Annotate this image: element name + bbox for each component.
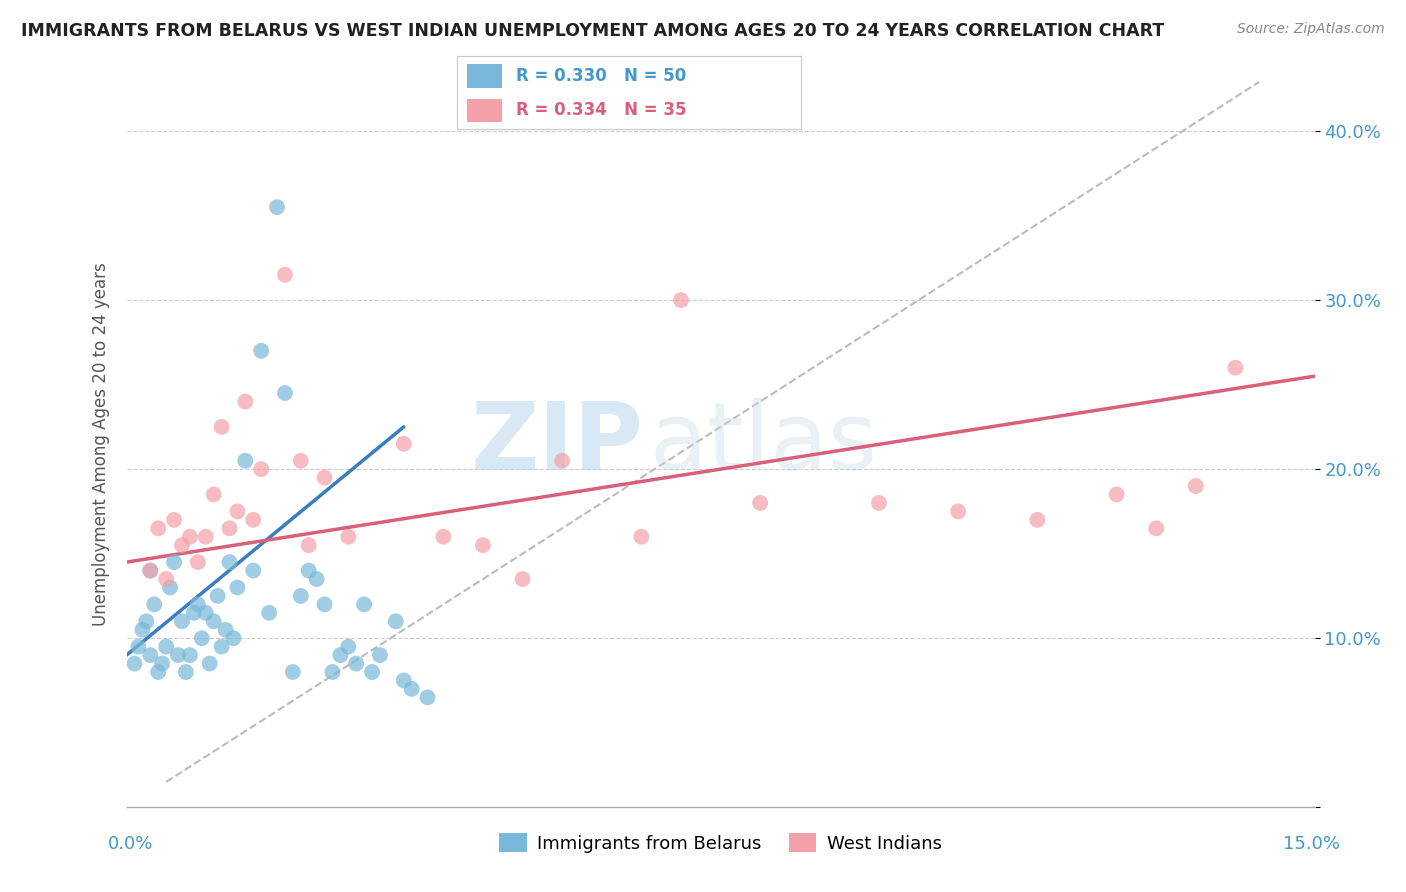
- Point: [749, 496, 772, 510]
- Point: [298, 538, 321, 552]
- Point: [155, 640, 177, 654]
- Point: [329, 648, 352, 662]
- Point: [218, 555, 240, 569]
- Point: [392, 436, 415, 450]
- Y-axis label: Unemployment Among Ages 20 to 24 years: Unemployment Among Ages 20 to 24 years: [91, 262, 110, 625]
- Point: [202, 615, 225, 629]
- Point: [214, 623, 236, 637]
- Point: [1026, 513, 1049, 527]
- Point: [314, 470, 336, 484]
- Point: [159, 581, 181, 595]
- Point: [1105, 487, 1128, 501]
- Point: [222, 631, 245, 645]
- Point: [174, 665, 197, 679]
- Point: [207, 589, 229, 603]
- Point: [432, 530, 454, 544]
- Point: [179, 530, 201, 544]
- Point: [337, 640, 360, 654]
- Point: [143, 598, 166, 612]
- Point: [472, 538, 495, 552]
- Bar: [467, 64, 502, 87]
- Point: [139, 648, 162, 662]
- Point: [257, 606, 280, 620]
- Point: [148, 521, 170, 535]
- Text: R = 0.330   N = 50: R = 0.330 N = 50: [516, 67, 686, 85]
- Point: [274, 386, 297, 401]
- Point: [167, 648, 190, 662]
- Point: [233, 394, 257, 409]
- Point: [211, 420, 233, 434]
- Point: [163, 513, 186, 527]
- Text: IMMIGRANTS FROM BELARUS VS WEST INDIAN UNEMPLOYMENT AMONG AGES 20 TO 24 YEARS CO: IMMIGRANTS FROM BELARUS VS WEST INDIAN U…: [21, 22, 1164, 40]
- Point: [187, 598, 209, 612]
- Point: [226, 504, 249, 518]
- Point: [179, 648, 201, 662]
- Point: [139, 564, 162, 578]
- Point: [202, 487, 225, 501]
- Point: [170, 538, 193, 552]
- Point: [416, 690, 439, 705]
- Point: [148, 665, 170, 679]
- Point: [135, 615, 157, 629]
- Point: [344, 657, 367, 671]
- Point: [242, 564, 264, 578]
- Point: [290, 589, 312, 603]
- Point: [948, 504, 970, 518]
- Point: [187, 555, 209, 569]
- Point: [298, 564, 321, 578]
- Bar: [467, 99, 502, 122]
- Text: ZIP: ZIP: [471, 398, 644, 490]
- Point: [551, 453, 574, 467]
- Point: [392, 673, 415, 688]
- Text: Source: ZipAtlas.com: Source: ZipAtlas.com: [1237, 22, 1385, 37]
- Point: [337, 530, 360, 544]
- Point: [226, 581, 249, 595]
- Point: [401, 681, 423, 696]
- Text: 0.0%: 0.0%: [108, 835, 153, 853]
- Point: [669, 293, 692, 307]
- Point: [150, 657, 173, 671]
- Legend: Immigrants from Belarus, West Indians: Immigrants from Belarus, West Indians: [492, 826, 949, 860]
- Point: [194, 606, 217, 620]
- Point: [218, 521, 240, 535]
- Text: atlas: atlas: [650, 398, 877, 490]
- Point: [211, 640, 233, 654]
- Point: [868, 496, 890, 510]
- Point: [266, 200, 288, 214]
- Text: 15.0%: 15.0%: [1284, 835, 1340, 853]
- Point: [368, 648, 391, 662]
- Point: [1225, 360, 1247, 375]
- Point: [1144, 521, 1167, 535]
- Point: [314, 598, 336, 612]
- Point: [191, 631, 214, 645]
- Point: [194, 530, 217, 544]
- Point: [131, 623, 153, 637]
- Point: [250, 343, 273, 358]
- Point: [361, 665, 384, 679]
- Point: [127, 640, 149, 654]
- Point: [163, 555, 186, 569]
- Point: [512, 572, 534, 586]
- Point: [321, 665, 343, 679]
- Point: [124, 657, 146, 671]
- Point: [155, 572, 177, 586]
- Text: R = 0.334   N = 35: R = 0.334 N = 35: [516, 102, 686, 120]
- Point: [274, 268, 297, 282]
- Point: [250, 462, 273, 476]
- Point: [233, 453, 257, 467]
- Point: [1185, 479, 1208, 493]
- Point: [353, 598, 375, 612]
- Point: [290, 453, 312, 467]
- Point: [242, 513, 264, 527]
- Point: [183, 606, 205, 620]
- Point: [170, 615, 193, 629]
- Point: [281, 665, 304, 679]
- Point: [139, 564, 162, 578]
- Point: [198, 657, 221, 671]
- Point: [630, 530, 652, 544]
- Point: [305, 572, 328, 586]
- Point: [385, 615, 408, 629]
